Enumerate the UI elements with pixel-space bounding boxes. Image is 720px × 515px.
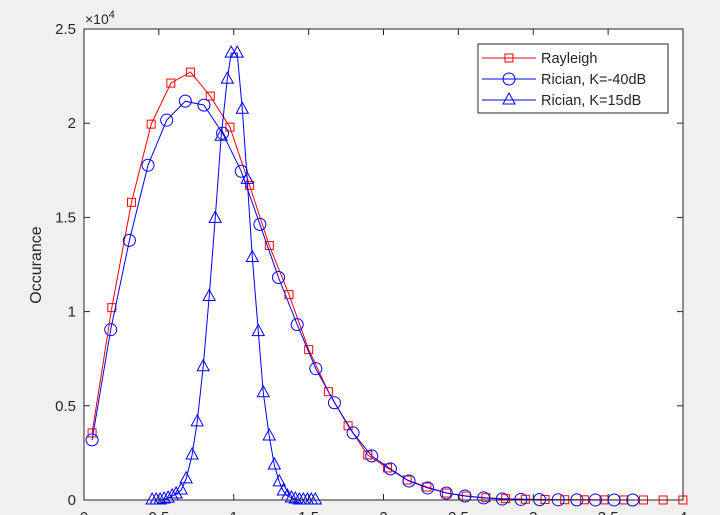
data-point [235,101,250,114]
data-point [166,78,176,88]
data-point [245,249,260,263]
data-point [458,489,472,503]
data-point [383,462,397,476]
data-point [309,362,323,376]
legend-marker-triangle [502,91,516,105]
data-point [185,446,199,460]
data-point [220,71,235,84]
y-exponent-label: ×104 [85,9,115,27]
data-point [196,358,211,372]
data-point [272,270,286,284]
data-point [87,428,97,438]
data-point [146,119,156,129]
data-point [251,323,266,337]
data-point [174,481,189,495]
y-tick-label: 1 [68,304,76,321]
data-point [422,482,432,492]
data-point [276,482,291,496]
data-point [153,491,167,505]
data-point [267,456,282,470]
y-exponent-base: ×10 [85,11,109,27]
legend-marker-square [504,53,514,63]
data-point [160,113,174,127]
data-point [245,180,255,190]
data-point [225,122,235,132]
data-point [477,491,491,505]
x-tick-label: 2.5 [448,509,469,515]
data-point [402,474,416,488]
data-point [284,489,299,503]
data-point [234,164,248,178]
x-tick-label: 3.5 [598,509,619,515]
data-point [141,158,155,172]
legend-item[interactable]: Rician, K=-40dB [482,72,646,88]
data-point [104,323,118,337]
data-point [205,91,215,101]
data-point [256,384,271,398]
data-point [288,491,303,504]
y-tick-label: 2.5 [55,21,76,38]
data-point [190,413,205,427]
x-tick-label: 0.5 [148,509,169,515]
data-point [327,396,341,410]
data-point [323,387,333,397]
legend-label: Rician, K=15dB [541,93,641,109]
data-point [346,426,360,440]
y-tick-label: 0.5 [55,398,76,415]
x-tick-label: 0 [80,509,88,515]
x-tick-label: 1.5 [298,509,319,515]
legend[interactable]: Rayleigh Rician, K=-40dB Rician, K=15dB [477,43,669,114]
y-axis-label: Occurance [28,226,45,303]
legend-label: Rayleigh [541,51,597,67]
legend-marker-circle [502,72,516,86]
data-point [290,318,304,332]
x-tick-label: 3 [529,509,537,515]
data-point [179,470,193,484]
data-point [495,492,509,506]
data-point [122,233,136,247]
series-triangle [145,45,323,505]
data-point [262,427,277,441]
data-point [253,217,267,231]
data-point [169,485,183,499]
data-point [208,210,223,223]
data-point [439,486,453,500]
data-point [202,288,217,302]
x-tick-label: 4 [679,509,687,515]
y-tick-label: 0 [68,492,76,509]
y-exponent-power: 4 [109,9,115,21]
data-point [214,128,229,141]
data-point [421,481,435,495]
y-tick-label: 2 [68,115,76,132]
data-point [126,197,136,207]
data-point [308,491,323,505]
legend-item[interactable]: Rician, K=15dB [482,91,641,109]
legend-label: Rician, K=-40dB [541,72,646,88]
series-layer [85,45,688,507]
x-tick-label: 1 [230,509,238,515]
data-point [514,492,528,506]
data-point [186,67,196,77]
y-tick-label: 1.5 [55,209,76,226]
data-point [240,171,255,184]
legend-item[interactable]: Rayleigh [482,51,597,67]
data-point [178,94,192,108]
data-point [272,473,287,487]
data-point [442,488,452,498]
axes-layer: 0 0.5 1 1.5 2 2.5 3 3.5 4 0 0.5 1 1.5 2 2.5 [55,21,687,515]
x-tick-label: 2 [379,509,387,515]
data-point [85,433,99,447]
data-point [365,449,379,463]
data-point [264,240,274,250]
data-point [197,98,211,112]
data-point [230,45,245,58]
data-point [304,345,314,355]
